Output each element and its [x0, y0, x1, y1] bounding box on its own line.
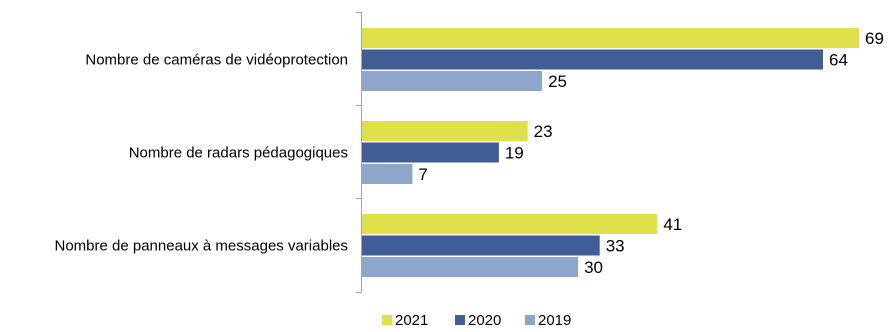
data-label-2020-1: 19	[505, 144, 524, 163]
data-label-2021-0: 69	[865, 29, 884, 48]
bar-2020-2	[362, 235, 600, 256]
data-label-2019-0: 25	[548, 72, 567, 91]
legend-swatch-2020	[455, 315, 465, 325]
data-label-2020-2: 33	[606, 237, 625, 256]
bar-2020-0	[362, 49, 823, 70]
category-label-0: Nombre de caméras de vidéoprotection	[85, 52, 348, 69]
data-label-2019-1: 7	[418, 165, 427, 184]
category-label-1: Nombre de radars pédagogiques	[129, 145, 348, 162]
data-label-2019-2: 30	[584, 258, 603, 277]
legend-swatch-2021	[382, 315, 392, 325]
labels-layer: 69 64 25 Nombre de caméras de vidéoprotecti…	[54, 29, 883, 277]
bar-2019-0	[362, 71, 543, 91]
category-label-2: Nombre de panneaux à messages variables	[54, 238, 348, 255]
legend-label-2021: 2021	[395, 312, 428, 329]
legend: 2021 2020 2019	[382, 312, 571, 329]
bar-2019-1	[362, 164, 413, 184]
data-label-2020-0: 64	[829, 51, 848, 70]
bar-2019-2	[362, 257, 579, 277]
bar-2021-1	[362, 121, 528, 141]
data-label-2021-2: 41	[663, 215, 682, 234]
bar-2021-2	[362, 214, 658, 234]
bars-layer	[362, 28, 859, 277]
data-label-2021-1: 23	[534, 122, 553, 141]
legend-label-2020: 2020	[468, 312, 501, 329]
bar-2021-0	[362, 28, 859, 48]
axis-layer	[356, 12, 362, 293]
bar-2020-1	[362, 142, 499, 163]
legend-swatch-2019	[525, 315, 535, 325]
legend-label-2019: 2019	[538, 312, 571, 329]
